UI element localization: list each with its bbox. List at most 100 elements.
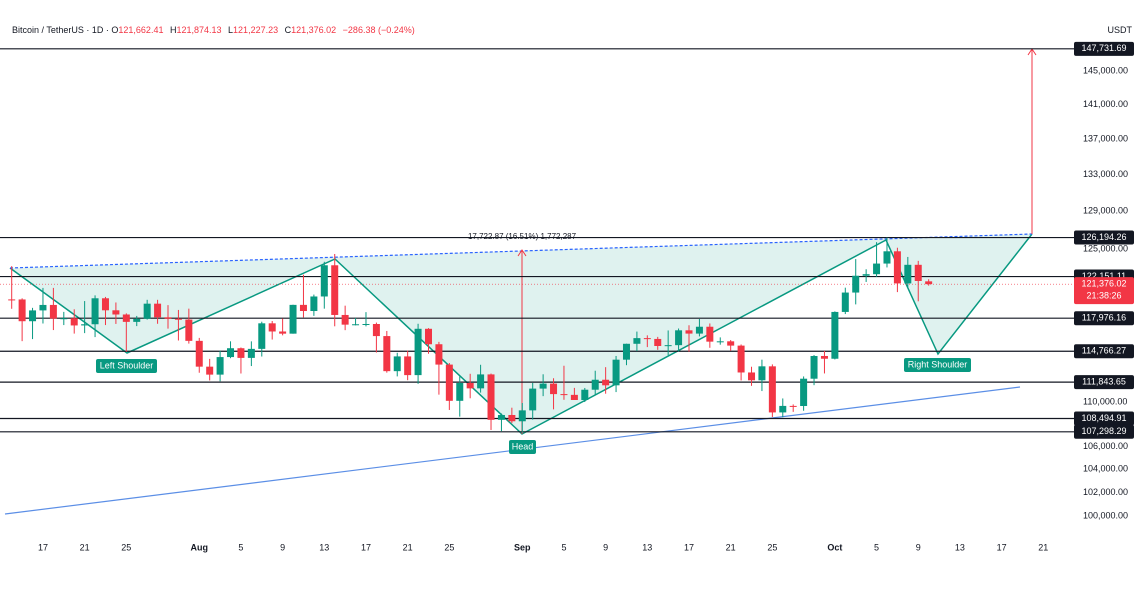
symbol: Bitcoin / TetherUS · 1D · xyxy=(12,25,109,35)
candle-body xyxy=(591,379,599,390)
level-tag xyxy=(1074,424,1134,439)
candle-body xyxy=(372,324,380,337)
candle-body xyxy=(216,357,224,375)
level-label: 108,494.91 xyxy=(1081,413,1126,423)
ohlc-key: O xyxy=(111,25,119,35)
candle-body xyxy=(299,304,307,312)
level-tag xyxy=(1074,41,1134,56)
level-label: 117,976.16 xyxy=(1082,313,1126,323)
arrow-head xyxy=(517,249,527,257)
label-box xyxy=(509,440,536,454)
candle-body xyxy=(487,374,495,420)
left-shoulder-label: Left Shoulder xyxy=(100,360,154,370)
candle-body xyxy=(622,343,630,360)
label-box xyxy=(904,358,971,372)
y-tick-label: 102,000.00 xyxy=(1083,487,1128,497)
candle-body xyxy=(341,314,349,325)
ohlc-key: H xyxy=(169,25,177,35)
candle-body xyxy=(602,379,610,386)
candle-body xyxy=(331,265,339,315)
level-label: 122,151.11 xyxy=(1082,271,1126,281)
marks xyxy=(0,48,1075,433)
y-tick-label: 106,000.00 xyxy=(1083,441,1128,451)
candle-body xyxy=(289,304,297,334)
candle-body xyxy=(497,414,505,420)
level-label: 114,766.27 xyxy=(1082,346,1126,356)
level-label: 147,731.69 xyxy=(1081,43,1126,53)
candle-body xyxy=(477,374,485,389)
level-label: 111,843.65 xyxy=(1082,376,1126,386)
candle-body xyxy=(768,366,776,413)
level-tag xyxy=(1074,230,1134,245)
candle-body xyxy=(841,292,849,312)
candle-body xyxy=(612,359,620,386)
candle-body xyxy=(737,345,745,373)
label-box xyxy=(96,359,157,373)
ohlc-value: 121,227.23 xyxy=(233,25,279,35)
candle-body xyxy=(268,323,276,332)
level-tag xyxy=(1074,411,1134,426)
candle-body xyxy=(435,344,443,365)
candle-body xyxy=(893,251,901,284)
level-tag xyxy=(1074,311,1134,326)
ohlc-key: C xyxy=(284,25,292,35)
x-tick-label: 21 xyxy=(80,542,90,552)
candle-body xyxy=(185,319,193,341)
candle-body xyxy=(425,328,432,345)
candle-body xyxy=(852,275,860,293)
candle-body xyxy=(466,382,474,389)
candle-body xyxy=(81,324,89,326)
candle-body xyxy=(174,318,182,320)
ohlc-value: 121,874.13 xyxy=(176,25,222,35)
candle-body xyxy=(925,281,933,285)
candle-body xyxy=(70,318,78,326)
candle-body xyxy=(633,338,641,344)
candle-body xyxy=(122,314,130,322)
candle-body xyxy=(383,336,391,372)
candle-body xyxy=(445,364,453,401)
x-tick-label: 9 xyxy=(280,542,285,552)
x-tick-label: 9 xyxy=(916,542,921,552)
currency: USDT xyxy=(1107,25,1133,35)
y-tick-label: 110,000.00 xyxy=(1083,396,1127,406)
x-tick-label: 17 xyxy=(684,542,694,552)
y-tick-label: 100,000.00 xyxy=(1083,511,1128,521)
candle-body xyxy=(237,348,245,358)
x-tick-label: 13 xyxy=(642,542,652,552)
x-tick-label: 21 xyxy=(403,542,413,552)
candle-body xyxy=(820,355,828,359)
candle-body xyxy=(143,303,151,319)
right-shoulder-label: Right Shoulder xyxy=(908,359,968,369)
y-tick-label: 125,000.00 xyxy=(1083,243,1128,253)
candle-body xyxy=(49,304,57,319)
x-tick-label: 5 xyxy=(874,542,879,552)
candle-body xyxy=(154,303,162,318)
candle-body xyxy=(362,324,370,326)
candle-body xyxy=(716,341,724,343)
candle-body xyxy=(320,265,328,297)
pattern-fill xyxy=(10,234,1032,434)
candle-body xyxy=(195,340,203,367)
x-tick-label: Sep xyxy=(514,542,531,552)
candle-body xyxy=(675,330,683,346)
countdown: 21:38:26 xyxy=(1086,291,1121,301)
level-label: 107,298.29 xyxy=(1081,426,1126,436)
candle-body xyxy=(748,372,756,381)
candle-body xyxy=(39,304,47,311)
candle-body xyxy=(831,311,839,359)
candle-body xyxy=(550,383,558,395)
candle-body xyxy=(779,405,787,413)
candle-body xyxy=(539,383,547,389)
measure-label: 17,722.87 (16.51%) 1,772,287 xyxy=(468,232,577,241)
x-tick-label: 9 xyxy=(603,542,608,552)
candle-body xyxy=(695,326,703,334)
candle-body xyxy=(518,410,526,422)
ohlc-value: 121,376.02 xyxy=(291,25,337,35)
candle-body xyxy=(664,345,672,347)
candle-body xyxy=(404,356,412,376)
candle-body xyxy=(29,310,37,322)
x-tick-label: 13 xyxy=(319,542,329,552)
candle-body xyxy=(258,323,266,349)
candle-body xyxy=(112,310,120,315)
